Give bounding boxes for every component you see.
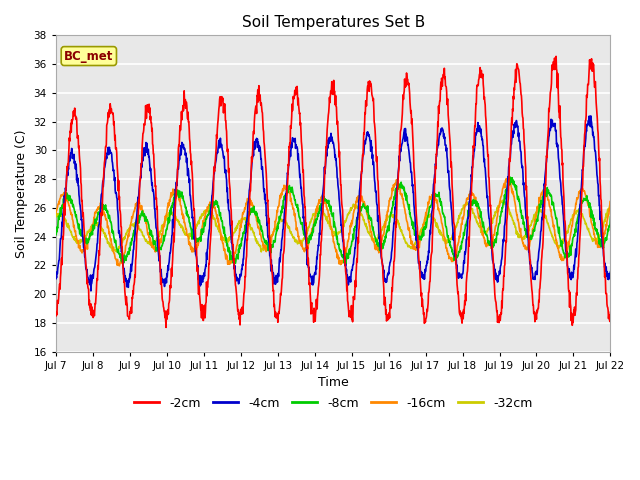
-32cm: [492, 210, 500, 216]
-16cm: [541, 189, 549, 195]
-16cm: [116, 263, 124, 269]
-2cm: [238, 312, 246, 317]
-4cm: [420, 272, 428, 277]
Line: -32cm: -32cm: [56, 200, 611, 252]
-32cm: [52, 211, 60, 217]
-8cm: [492, 240, 500, 246]
-16cm: [420, 222, 428, 228]
Title: Soil Temperatures Set B: Soil Temperatures Set B: [241, 15, 425, 30]
-8cm: [237, 243, 245, 249]
-32cm: [175, 221, 183, 227]
-32cm: [162, 217, 170, 223]
-8cm: [420, 233, 428, 239]
-4cm: [492, 276, 500, 282]
-4cm: [541, 175, 548, 180]
-2cm: [607, 309, 614, 315]
-4cm: [587, 113, 595, 119]
-8cm: [541, 192, 549, 198]
-4cm: [176, 156, 184, 162]
-4cm: [238, 266, 246, 272]
-8cm: [506, 174, 514, 180]
-8cm: [52, 232, 60, 238]
-2cm: [52, 313, 60, 319]
-32cm: [541, 215, 549, 221]
Line: -8cm: -8cm: [56, 177, 611, 264]
Line: -4cm: -4cm: [56, 116, 611, 291]
-16cm: [176, 198, 184, 204]
-16cm: [52, 210, 60, 216]
-32cm: [257, 249, 265, 255]
-16cm: [162, 213, 170, 219]
-2cm: [420, 312, 428, 317]
-8cm: [342, 261, 350, 266]
-16cm: [238, 220, 246, 226]
Y-axis label: Soil Temperature (C): Soil Temperature (C): [15, 129, 28, 258]
-4cm: [162, 275, 170, 281]
-8cm: [607, 214, 614, 220]
-2cm: [492, 299, 500, 305]
-4cm: [52, 276, 60, 282]
-16cm: [607, 198, 614, 204]
-2cm: [162, 324, 170, 330]
-8cm: [175, 194, 183, 200]
-2cm: [176, 134, 184, 140]
-32cm: [237, 216, 245, 222]
-2cm: [541, 193, 548, 199]
-4cm: [87, 288, 95, 294]
-16cm: [492, 223, 500, 228]
X-axis label: Time: Time: [318, 376, 349, 389]
Text: BC_met: BC_met: [64, 49, 113, 62]
-2cm: [162, 318, 170, 324]
-4cm: [607, 269, 614, 275]
-32cm: [500, 197, 508, 203]
Line: -16cm: -16cm: [56, 178, 611, 266]
-2cm: [552, 53, 560, 59]
Legend: -2cm, -4cm, -8cm, -16cm, -32cm: -2cm, -4cm, -8cm, -16cm, -32cm: [129, 392, 538, 415]
Line: -2cm: -2cm: [56, 56, 611, 327]
-32cm: [607, 202, 614, 208]
-16cm: [504, 175, 512, 180]
-32cm: [420, 221, 428, 227]
-8cm: [162, 231, 170, 237]
